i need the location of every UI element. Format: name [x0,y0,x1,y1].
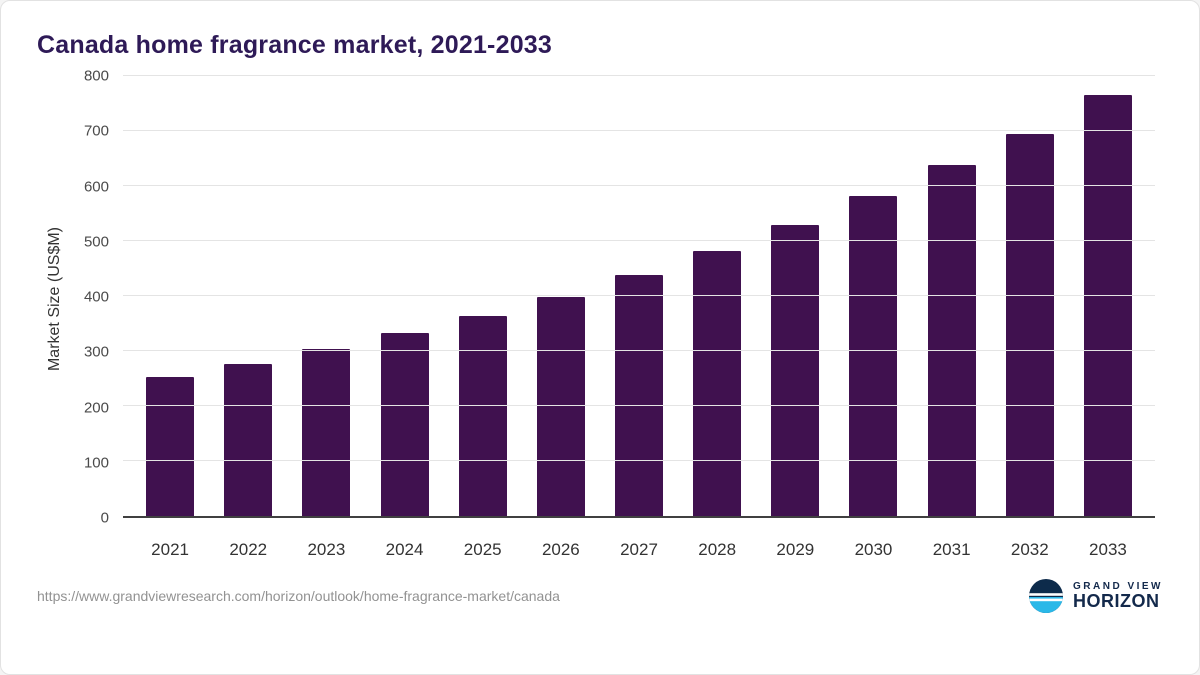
bar-cell [991,76,1069,516]
x-tick-label: 2027 [620,540,658,559]
bar-cell [444,76,522,516]
bar-2032 [1005,134,1054,516]
bar-2028 [693,251,742,516]
bar-cell [365,76,443,516]
plot-area [123,75,1155,518]
bar-cell [209,76,287,516]
bar-2027 [615,274,664,516]
x-tick-label: 2030 [854,540,893,559]
x-tick-label: 2028 [698,540,737,559]
x-tick-label: 2033 [1089,540,1127,559]
y-tick-label: 0 [100,509,109,527]
y-tick-label: 200 [83,399,109,416]
gridline [123,130,1155,131]
bar-cell [131,76,209,516]
brand-name-bottom: HORIZON [1073,590,1160,611]
gridline [123,240,1155,241]
source-url: https://www.grandviewresearch.com/horizo… [37,588,560,604]
bar-cell [287,76,365,516]
chart-title: Canada home fragrance market, 2021-2033 [37,31,553,59]
x-tick-label: 2029 [776,540,815,559]
bar-cell [834,76,912,516]
y-axis-ticks: 0 100 200 300 400 500 600 700 800 [73,68,109,527]
bar-cell [756,76,834,516]
bar-cell [600,76,678,516]
bar-cell [522,76,600,516]
gridline [123,75,1155,76]
y-tick-label: 500 [83,233,109,251]
bars [123,76,1155,516]
horizon-logo-icon [1029,579,1063,613]
gridline [123,295,1155,296]
x-tick-label: 2022 [229,540,268,559]
brand-text: GRAND VIEW HORIZON [1073,581,1163,612]
gridline [123,185,1155,186]
x-tick-label: 2026 [541,540,580,559]
footer: https://www.grandviewresearch.com/horizo… [33,578,1167,614]
gridline [123,350,1155,351]
y-axis-label: Market Size (US$M) [46,227,63,372]
x-tick-label: 2031 [932,540,971,559]
gridline [123,405,1155,406]
bar-2022 [224,364,273,516]
bar-2026 [536,296,585,516]
bar-cell [1069,76,1147,516]
bar-cell [678,76,756,516]
bar-cell [913,76,991,516]
x-axis-ticks: 2021 2022 2023 2024 2025 2026 2027 2028 2029 2030… [123,530,1155,562]
y-tick-label: 700 [83,122,109,140]
brand-name-top: GRAND VIEW [1073,580,1163,592]
x-tick-label: 2023 [307,540,346,559]
bar-2023 [302,348,351,516]
x-tick-label: 2032 [1010,540,1049,559]
gridline [123,460,1155,461]
x-tick-label: 2025 [463,540,502,559]
bar-2029 [771,224,820,516]
bar-2025 [458,316,507,516]
bar-2033 [1083,94,1132,516]
y-tick-label: 400 [83,288,109,306]
y-tick-label: 800 [83,67,109,85]
bar-2030 [849,196,898,516]
y-tick-label: 300 [83,343,109,361]
bar-chart: Market Size (US$M) 0 100 200 300 400 500 600 70… [33,68,1167,568]
y-tick-label: 600 [83,178,109,195]
y-tick-label: 100 [83,454,109,472]
bar-2021 [146,376,195,516]
brand-logo: GRAND VIEW HORIZON [1028,578,1167,614]
bar-2031 [927,164,976,516]
bar-2024 [380,332,429,516]
x-tick-label: 2024 [385,540,424,559]
x-tick-label: 2021 [151,540,189,559]
